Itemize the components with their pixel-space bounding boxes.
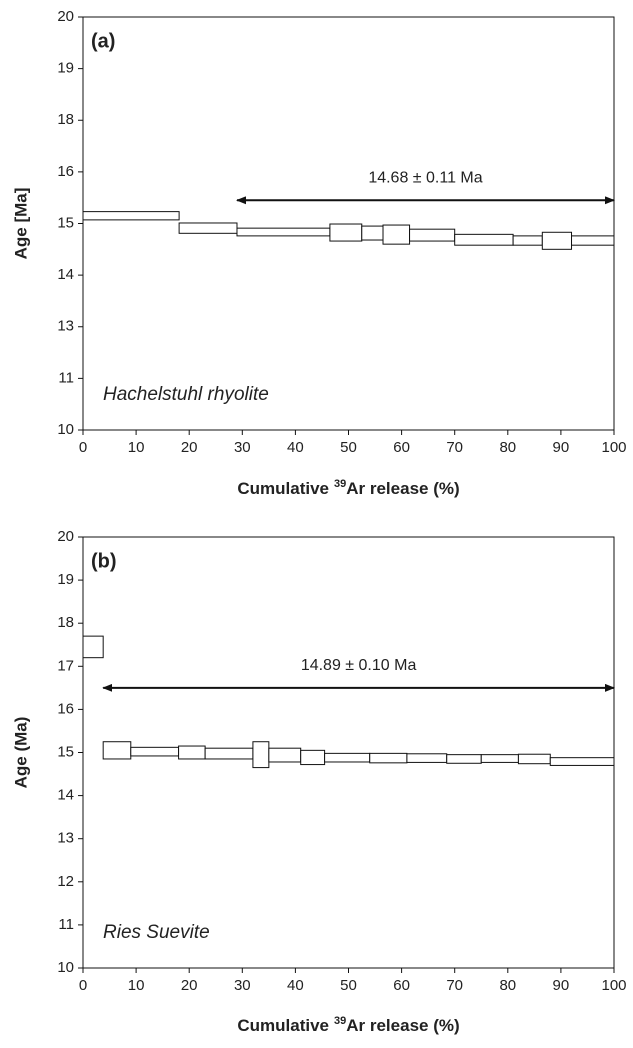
step-box — [512, 235, 543, 246]
x-tick-label: 100 — [601, 977, 626, 994]
y-tick-label: 18 — [57, 111, 74, 128]
x-tick-label: 0 — [79, 977, 87, 994]
y-axis-label: Age (Ma) — [11, 717, 30, 789]
x-tick-label: 40 — [287, 439, 304, 456]
step-box — [369, 752, 408, 764]
step-box — [130, 746, 180, 757]
y-tick-label: 19 — [57, 60, 74, 77]
x-tick-label: 60 — [393, 977, 410, 994]
annotation: Ries Suevite — [103, 922, 210, 943]
x-tick-label: 10 — [128, 439, 145, 456]
step-box — [517, 753, 551, 765]
step-box — [268, 747, 302, 763]
y-tick-label: 14 — [57, 787, 74, 804]
step-box — [204, 747, 254, 760]
step-box — [252, 741, 270, 769]
y-tick-label: 11 — [58, 369, 74, 386]
x-tick-label: 90 — [553, 439, 570, 456]
y-tick-label: 16 — [57, 700, 74, 717]
x-tick-label: 80 — [499, 977, 516, 994]
x-tick-label: 50 — [340, 977, 357, 994]
step-box — [329, 223, 363, 242]
step-box — [382, 224, 411, 245]
step-box — [571, 235, 615, 246]
y-tick-label: 16 — [57, 163, 74, 180]
annotation: Hachelstuhl rhyolite — [103, 384, 269, 405]
y-tick-label: 20 — [57, 8, 74, 25]
y-tick-label: 13 — [57, 318, 74, 335]
plot-frame — [82, 16, 615, 431]
step-box — [178, 222, 238, 234]
y-tick-label: 15 — [57, 743, 74, 760]
y-tick-label: 20 — [57, 528, 74, 545]
x-axis-label-rest: Ar release (%) — [346, 1016, 459, 1035]
x-axis-label-sup: 39 — [334, 478, 346, 490]
y-tick-label: 19 — [57, 571, 74, 588]
x-axis-label-text: Cumulative — [237, 479, 329, 498]
panel-label: (b) — [91, 550, 117, 572]
step-box — [409, 228, 456, 242]
x-tick-label: 30 — [234, 439, 251, 456]
step-box — [82, 635, 104, 659]
x-tick-label: 100 — [601, 439, 626, 456]
step-box — [541, 231, 573, 250]
step-box — [446, 754, 482, 764]
x-tick-label: 90 — [553, 977, 570, 994]
plateau-label: 14.89 ± 0.10 Ma — [301, 657, 417, 674]
x-axis-label: Cumulative 39Ar release (%) — [237, 1015, 459, 1036]
step-box — [300, 749, 326, 766]
step-box — [549, 757, 615, 766]
step-box — [82, 211, 180, 221]
step-box — [454, 233, 514, 246]
y-tick-label: 14 — [57, 266, 74, 283]
step-box — [102, 741, 132, 760]
x-tick-label: 40 — [287, 977, 304, 994]
x-axis-label-rest: Ar release (%) — [346, 479, 459, 498]
y-tick-label: 13 — [57, 830, 74, 847]
x-tick-label: 50 — [340, 439, 357, 456]
y-tick-label: 11 — [58, 916, 74, 933]
panel-label: (a) — [91, 30, 115, 52]
x-axis-label-text: Cumulative — [237, 1016, 329, 1035]
step-box — [480, 754, 519, 763]
y-tick-label: 10 — [57, 959, 74, 976]
y-tick-label: 17 — [57, 657, 74, 674]
x-tick-label: 30 — [234, 977, 251, 994]
y-tick-label: 18 — [57, 614, 74, 631]
y-axis-label: Age [Ma] — [11, 188, 30, 260]
x-axis-label-sup: 39 — [334, 1015, 346, 1027]
step-box — [236, 227, 331, 237]
y-tick-label: 15 — [57, 214, 74, 231]
x-tick-label: 80 — [499, 439, 516, 456]
x-tick-label: 60 — [393, 439, 410, 456]
step-box — [406, 753, 448, 763]
x-axis-label: Cumulative 39Ar release (%) — [237, 478, 459, 499]
x-tick-label: 70 — [446, 977, 463, 994]
plateau-label: 14.68 ± 0.11 Ma — [368, 169, 482, 186]
y-tick-label: 12 — [57, 873, 74, 890]
x-tick-label: 10 — [128, 977, 145, 994]
x-tick-label: 20 — [181, 977, 198, 994]
x-tick-label: 0 — [79, 439, 87, 456]
y-tick-label: 10 — [57, 421, 74, 438]
x-tick-label: 70 — [446, 439, 463, 456]
step-box — [178, 745, 206, 760]
step-box — [324, 752, 371, 763]
x-tick-label: 20 — [181, 439, 198, 456]
step-box — [361, 225, 384, 241]
